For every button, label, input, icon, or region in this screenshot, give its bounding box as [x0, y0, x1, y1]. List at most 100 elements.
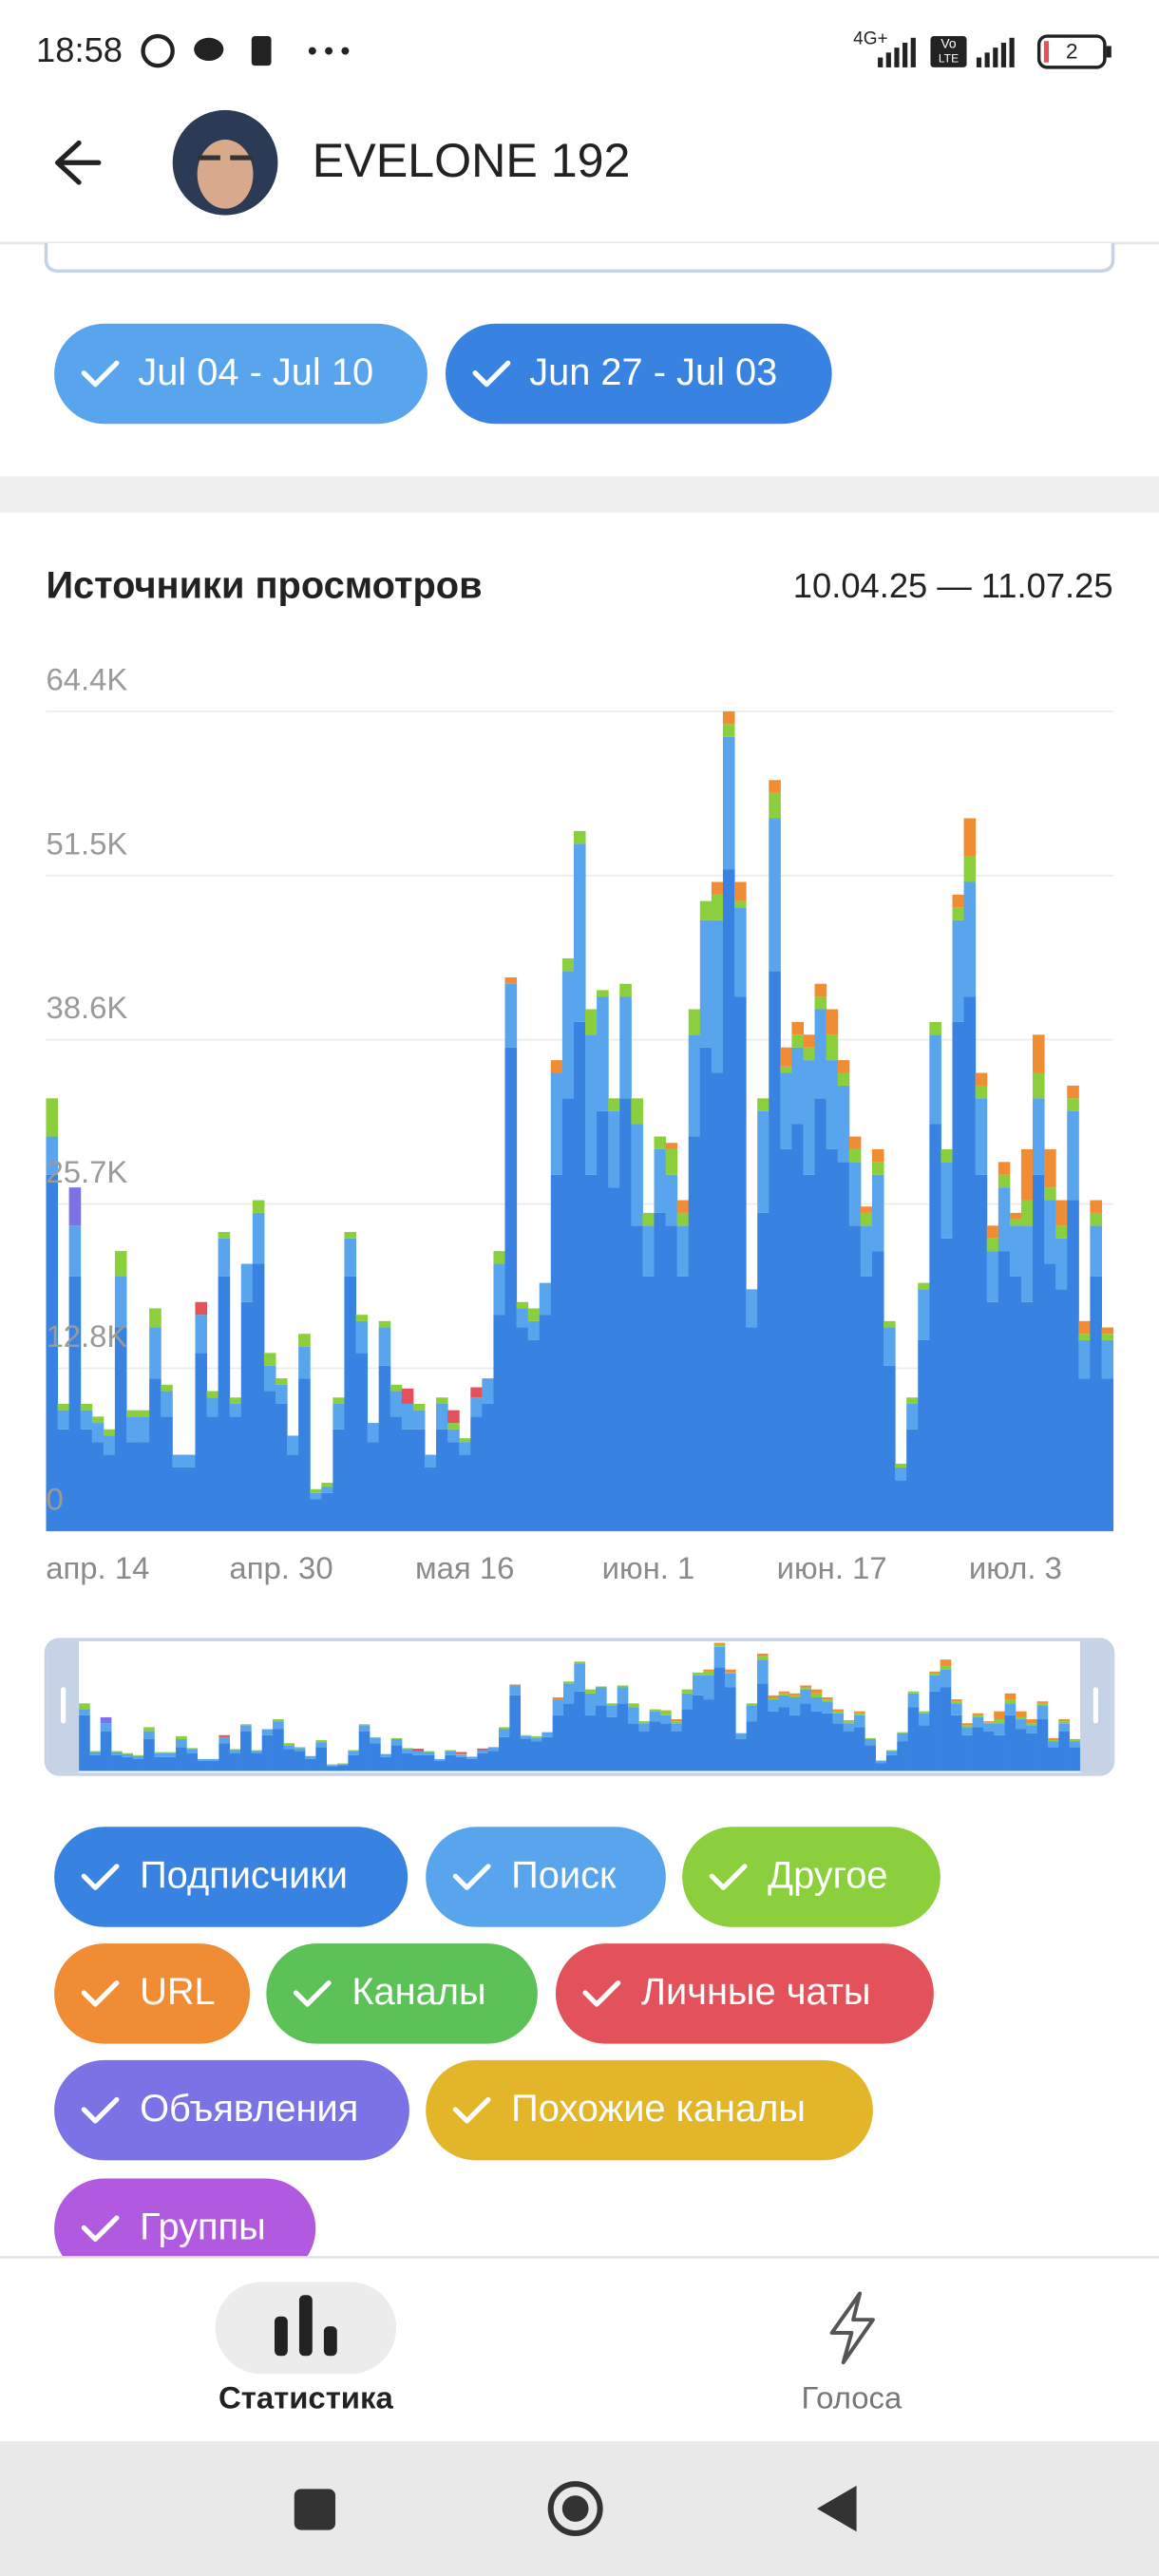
- recents-button[interactable]: [294, 2489, 336, 2530]
- bar-segment: [918, 1339, 930, 1531]
- navigator-bar-segment: [940, 1669, 952, 1688]
- legend-chip[interactable]: [426, 2059, 873, 2161]
- bar-segment: [631, 1098, 643, 1125]
- bar-segment: [791, 1034, 805, 1048]
- legend-chip[interactable]: [682, 1827, 940, 1927]
- navigator-bar-segment: [251, 1750, 263, 1752]
- navigator-bar-segment: [950, 1701, 962, 1704]
- bar-segment: [1101, 1339, 1114, 1379]
- bar-segment: [573, 830, 586, 844]
- battery-tip: [1106, 46, 1112, 58]
- bar-segment: [998, 1251, 1011, 1531]
- bar-segment: [1090, 1212, 1102, 1226]
- back-system-button[interactable]: [817, 2485, 857, 2532]
- bar-segment: [125, 1410, 139, 1417]
- navigator-bar-segment: [595, 1705, 607, 1771]
- navigator-bar-segment: [929, 1673, 940, 1676]
- nav-label[interactable]: Статистика: [218, 2380, 393, 2415]
- navigator-bar-segment: [1069, 1747, 1081, 1771]
- legend-chip[interactable]: [54, 2059, 409, 2161]
- navigator-bar-segment: [606, 1716, 618, 1771]
- bar-segment: [516, 1327, 529, 1531]
- navigator-bar-segment: [950, 1699, 962, 1702]
- navigator-bar-segment: [229, 1750, 241, 1753]
- bar-segment: [310, 1499, 322, 1531]
- navigator-bar-segment: [724, 1687, 736, 1771]
- back-button[interactable]: [54, 140, 102, 185]
- bar-segment: [332, 1403, 345, 1430]
- legend-label: Объявления: [140, 2088, 358, 2130]
- bar-segment: [986, 1225, 999, 1239]
- navigator-bar-segment: [477, 1748, 489, 1751]
- navigator-bar-segment: [186, 1748, 199, 1750]
- home-button[interactable]: [547, 2481, 603, 2537]
- navigator-bar-segment: [445, 1750, 457, 1752]
- bar-segment: [355, 1320, 369, 1354]
- bar-segment: [252, 1212, 265, 1264]
- legend-chip[interactable]: [426, 1827, 666, 1927]
- nav-label[interactable]: Голоса: [802, 2380, 902, 2415]
- bar-segment: [906, 1429, 919, 1531]
- legend-chip[interactable]: [54, 1943, 251, 2044]
- bar-segment: [263, 1365, 276, 1392]
- handle-grip: [1092, 1687, 1098, 1724]
- bar-segment: [597, 996, 609, 1111]
- bar-segment: [769, 971, 781, 1531]
- navigator-bar-segment: [703, 1671, 714, 1676]
- bar-segment: [550, 1174, 563, 1531]
- navigator-bar-segment: [843, 1720, 855, 1722]
- navigator-bar-segment: [907, 1691, 920, 1694]
- bar-segment: [665, 1143, 678, 1149]
- bar-segment: [344, 1276, 357, 1531]
- navigator-bar-segment: [208, 1761, 219, 1771]
- bar-segment: [780, 1066, 792, 1073]
- navigator-bar-segment: [907, 1693, 920, 1708]
- period-chip[interactable]: [445, 323, 832, 425]
- legend-chip[interactable]: [54, 2178, 316, 2279]
- navigator-bar-segment: [961, 1725, 973, 1728]
- bar-segment: [952, 907, 965, 920]
- bar-segment: [482, 1403, 494, 1531]
- navigator-bar-segment: [617, 1703, 629, 1771]
- navigator-bar-segment: [800, 1685, 811, 1688]
- channel-title: EVELONE 192: [313, 134, 631, 187]
- bar-segment: [504, 977, 518, 984]
- period-chip[interactable]: [54, 323, 428, 425]
- bar-segment: [447, 1423, 460, 1430]
- legend-label: Группы: [140, 2207, 266, 2248]
- navigator-bar-segment: [542, 1736, 554, 1771]
- navigator-bar-segment: [606, 1703, 618, 1706]
- navigator-bar-segment: [778, 1691, 790, 1694]
- bar-segment: [676, 1212, 690, 1226]
- navigator-bar-segment: [940, 1665, 952, 1670]
- bar-segment: [263, 1391, 276, 1531]
- message-icon: [194, 37, 224, 61]
- navigator-bar-segment: [918, 1711, 930, 1714]
- bar-segment: [1067, 1200, 1079, 1531]
- bar-segment: [608, 1110, 620, 1188]
- navigator-bar-segment: [294, 1751, 306, 1771]
- bar-segment: [608, 1187, 620, 1531]
- bar-segment: [895, 1467, 907, 1481]
- bar-segment: [986, 1238, 999, 1252]
- bar-segment: [206, 1391, 219, 1398]
- legend-chip[interactable]: [555, 1943, 934, 2044]
- navigator-bar-segment: [940, 1687, 952, 1771]
- navigator-bar-segment: [358, 1725, 370, 1732]
- navigator-bar-segment: [972, 1714, 984, 1717]
- bar-segment: [57, 1403, 70, 1411]
- legend-chip[interactable]: [54, 1827, 408, 1927]
- legend-chip[interactable]: [266, 1943, 538, 2044]
- bar-segment: [826, 1060, 839, 1149]
- bar-segment: [91, 1423, 104, 1443]
- check-icon: [452, 2096, 491, 2124]
- navigator-bar-segment: [251, 1752, 263, 1771]
- bar-segment: [837, 1072, 850, 1086]
- bar-segment: [1078, 1320, 1091, 1335]
- bar-segment: [218, 1232, 231, 1239]
- bar-segment: [206, 1416, 219, 1531]
- bar-segment: [332, 1429, 345, 1531]
- navigator-bar-segment: [638, 1721, 651, 1724]
- navigator-bar-segment: [885, 1754, 898, 1771]
- navigator-bar-segment: [455, 1752, 467, 1754]
